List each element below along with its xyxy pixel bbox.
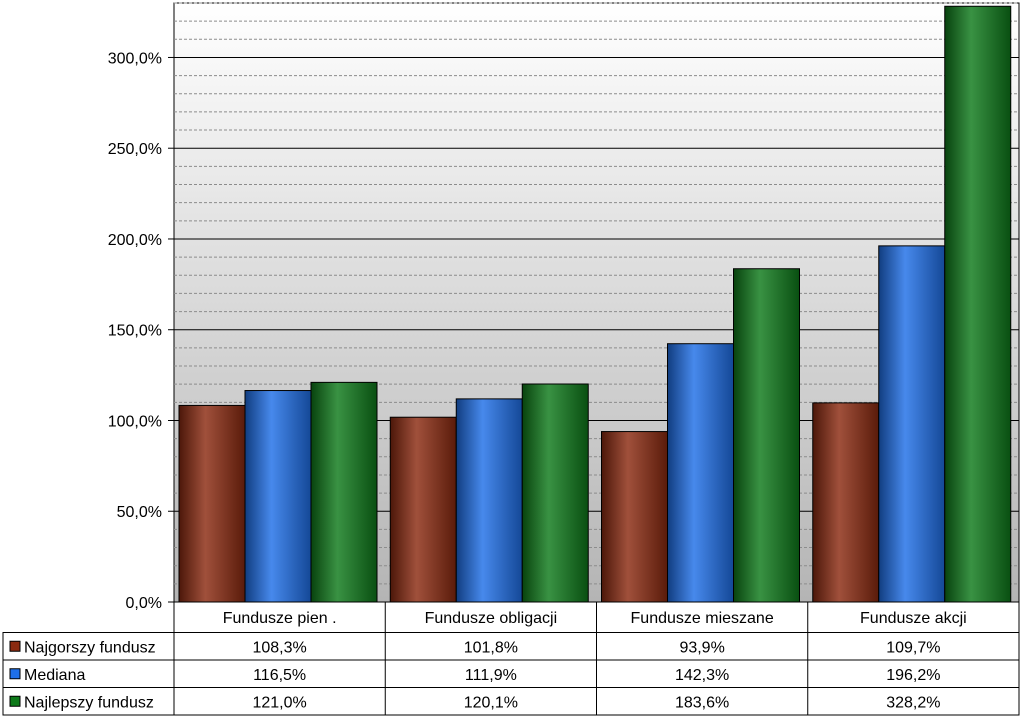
y-tick-label: 250,0% bbox=[108, 141, 162, 158]
legend-label: Najgorszy fundusz bbox=[24, 639, 156, 656]
data-label: 108,3% bbox=[252, 639, 306, 656]
data-label: 101,8% bbox=[464, 639, 518, 656]
legend-label: Najlepszy fundusz bbox=[24, 694, 154, 711]
y-tick-label: 0,0% bbox=[126, 595, 162, 612]
y-tick-label: 50,0% bbox=[117, 504, 162, 521]
data-label: 120,1% bbox=[464, 694, 518, 711]
data-label: 183,6% bbox=[675, 694, 729, 711]
legend-swatch bbox=[9, 640, 21, 652]
category-label: Fundusze obligacji bbox=[425, 610, 558, 627]
bars bbox=[178, 5, 1012, 603]
bar-median bbox=[878, 245, 946, 603]
data-label: 116,5% bbox=[253, 667, 306, 684]
data-label: 111,9% bbox=[465, 667, 517, 684]
y-tick-label: 100,0% bbox=[108, 413, 162, 430]
bar-median bbox=[667, 343, 734, 603]
bar-best bbox=[310, 381, 378, 603]
legend-swatch bbox=[9, 668, 21, 680]
bar-best bbox=[733, 268, 800, 603]
bar-median bbox=[455, 398, 523, 603]
legend-label: Mediana bbox=[24, 667, 85, 684]
legend-swatch bbox=[9, 695, 21, 707]
y-tick-label: 200,0% bbox=[108, 232, 162, 249]
y-tick-label: 150,0% bbox=[108, 323, 162, 340]
y-axis: 0,0% 50,0% 100,0% 150,0% 200,0% 250,0% 300,0% bbox=[108, 50, 174, 612]
bar-worst bbox=[389, 416, 457, 603]
data-label: 196,2% bbox=[886, 667, 940, 684]
data-label: 121,0% bbox=[252, 694, 306, 711]
data-table: Fundusze pien . Fundusze obligacji Fundusz… bbox=[2, 602, 1020, 716]
data-label: 142,3% bbox=[675, 667, 729, 684]
bar-worst bbox=[812, 402, 880, 603]
bar-worst bbox=[178, 404, 246, 603]
bar-worst bbox=[601, 431, 668, 603]
category-label: Fundusze akcji bbox=[860, 610, 967, 627]
data-label: 328,2% bbox=[886, 694, 940, 711]
data-label: 93,9% bbox=[679, 639, 724, 656]
bar-median bbox=[244, 390, 312, 603]
y-tick-label: 300,0% bbox=[108, 50, 162, 67]
category-label: Fundusze pien . bbox=[223, 610, 337, 627]
bar-best bbox=[521, 383, 589, 603]
category-label: Fundusze mieszane bbox=[631, 610, 774, 627]
bar-best bbox=[944, 5, 1012, 603]
data-label: 109,7% bbox=[886, 639, 940, 656]
